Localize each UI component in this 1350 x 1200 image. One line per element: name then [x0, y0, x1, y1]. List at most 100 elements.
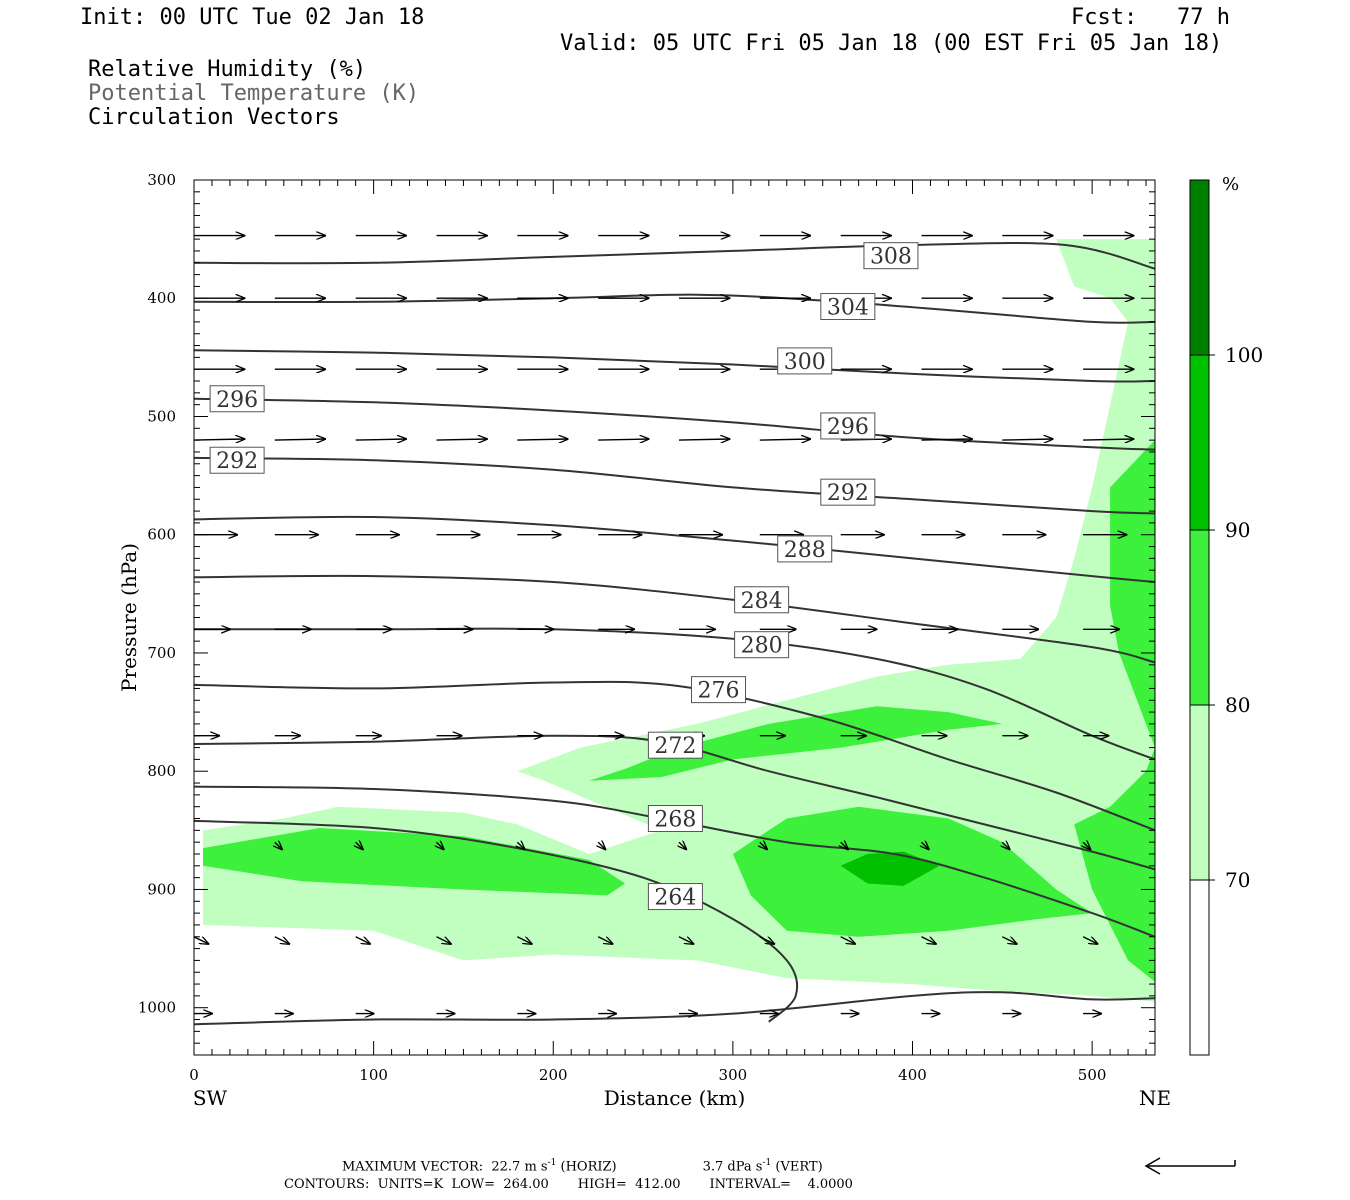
y-tick-label: 1000 — [138, 999, 176, 1017]
circulation-vector — [274, 936, 289, 944]
contour-label-276: 276 — [698, 679, 740, 704]
colorbar-segment — [1190, 880, 1209, 1055]
contour-label-304: 304 — [827, 296, 869, 321]
theta-contour-288 — [194, 515, 1155, 583]
circulation-vector — [1002, 842, 1009, 849]
circulation-vector — [597, 936, 612, 944]
colorbar-segment — [1190, 355, 1209, 530]
circulation-vector — [598, 439, 648, 440]
contour-label-284: 284 — [741, 589, 783, 614]
theta-contour-268 — [194, 785, 1155, 938]
valid-time: Valid: 05 UTC Fri 05 Jan 18 (00 EST Fri … — [560, 31, 1223, 56]
colorbar: 70 80 90 100% — [1189, 174, 1263, 1056]
circulation-vector — [679, 842, 686, 849]
right-end-label: NE — [1139, 1086, 1171, 1110]
y-tick-label: 400 — [147, 289, 176, 307]
contours-line: CONTOURS: UNITS=K LOW= 264.00 HIGH= 412.… — [284, 1177, 853, 1192]
y-tick-label: 300 — [147, 171, 176, 189]
y-tick-label: 800 — [147, 762, 176, 780]
contour-label-296: 296 — [827, 415, 869, 440]
rh-region-80-1 — [203, 828, 626, 896]
contour-label-box — [863, 242, 919, 270]
contour-label-box — [209, 385, 265, 413]
contour-label-292: 292 — [827, 481, 869, 506]
contour-label-296: 296 — [216, 388, 258, 413]
contour-label-box — [777, 535, 833, 563]
contour-label-264: 264 — [654, 886, 696, 911]
reference-vector-arrow — [1144, 1157, 1236, 1175]
contour-label-272: 272 — [654, 734, 696, 759]
field-theta-label: Potential Temperature (K) — [88, 81, 420, 106]
circulation-vector — [759, 439, 810, 440]
theta-contour-296 — [194, 397, 1155, 451]
circulation-vector — [841, 842, 848, 849]
colorbar-segment — [1190, 705, 1209, 880]
circulation-vector — [274, 439, 325, 440]
theta-contour-284 — [194, 574, 1155, 664]
axes: 300 400 500 600 700 800 900 1000 0 100 200 300 400 50… — [117, 171, 1171, 1110]
theta-contour-272 — [194, 734, 1155, 871]
circulation-vector — [355, 936, 370, 944]
circulation-vector — [922, 842, 929, 849]
circulation-vector — [275, 842, 282, 849]
circulation-vector — [759, 936, 774, 944]
colorbar-level-label: 70 — [1225, 868, 1250, 892]
circulation-vector — [355, 439, 406, 440]
x-tick-label: 400 — [898, 1066, 927, 1084]
contour-label-box — [647, 731, 703, 759]
theta-contour-14 — [194, 991, 1155, 1026]
y-tick-label: 900 — [147, 880, 176, 898]
circulation-vector — [437, 842, 444, 849]
contour-label-300: 300 — [784, 350, 826, 375]
circulation-vector — [1001, 936, 1016, 944]
circulation-vector — [517, 439, 567, 440]
rh-region-80-2 — [589, 706, 1003, 781]
y-tick-label: 600 — [147, 526, 176, 544]
x-tick-label: 0 — [189, 1066, 199, 1084]
colorbar-level-label: 80 — [1225, 693, 1250, 717]
circulation-vector — [1002, 439, 1052, 440]
contour-label-box — [691, 676, 747, 704]
circulation-vector — [436, 439, 487, 440]
circulation-vector — [678, 439, 729, 440]
rh-region-80-4 — [1074, 440, 1155, 982]
y-axis-title: Pressure (hPa) — [117, 543, 141, 692]
x-tick-label: 500 — [1078, 1066, 1107, 1084]
circulation-vector — [760, 842, 767, 849]
colorbar-level-label: 90 — [1225, 518, 1250, 542]
x-tick-label: 100 — [359, 1066, 388, 1084]
theta-contour-308 — [194, 242, 1155, 270]
rh-region-70-0 — [203, 239, 1155, 1002]
circulation-vector — [921, 936, 936, 944]
theta-contour-264 — [194, 819, 799, 1023]
circulation-vector — [356, 842, 363, 849]
field-rh-label: Relative Humidity (%) — [88, 57, 367, 82]
colorbar-level-label: 100 — [1225, 343, 1263, 367]
forecast-hour: Fcst: 77 h — [1071, 5, 1230, 30]
contour-label-268: 268 — [654, 808, 696, 833]
x-axis-title: Distance (km) — [604, 1086, 746, 1110]
circulation-vector — [1083, 439, 1133, 440]
circulation-vector — [516, 936, 531, 944]
circulation-vector — [598, 842, 605, 849]
theta-contour-300 — [194, 349, 1155, 383]
circulation-vector — [921, 439, 972, 440]
theta-contours — [194, 180, 1155, 1026]
theta-contour-15 — [461, 180, 464, 181]
circulation-vector — [194, 936, 208, 944]
circulation-vector — [840, 936, 855, 944]
theta-contour-292 — [194, 456, 1155, 515]
colorbar-segment — [1190, 180, 1209, 355]
y-tick-label: 700 — [147, 644, 176, 662]
contour-label-box — [647, 805, 703, 833]
x-tick-label: 300 — [719, 1066, 748, 1084]
circulation-vectors — [194, 236, 1133, 1014]
colorbar-segment — [1190, 530, 1209, 705]
x-tick-label: 200 — [539, 1066, 568, 1084]
contour-label-292: 292 — [216, 449, 258, 474]
circulation-vector — [678, 936, 693, 944]
circulation-vector — [436, 936, 451, 944]
contour-label-box — [820, 478, 876, 506]
